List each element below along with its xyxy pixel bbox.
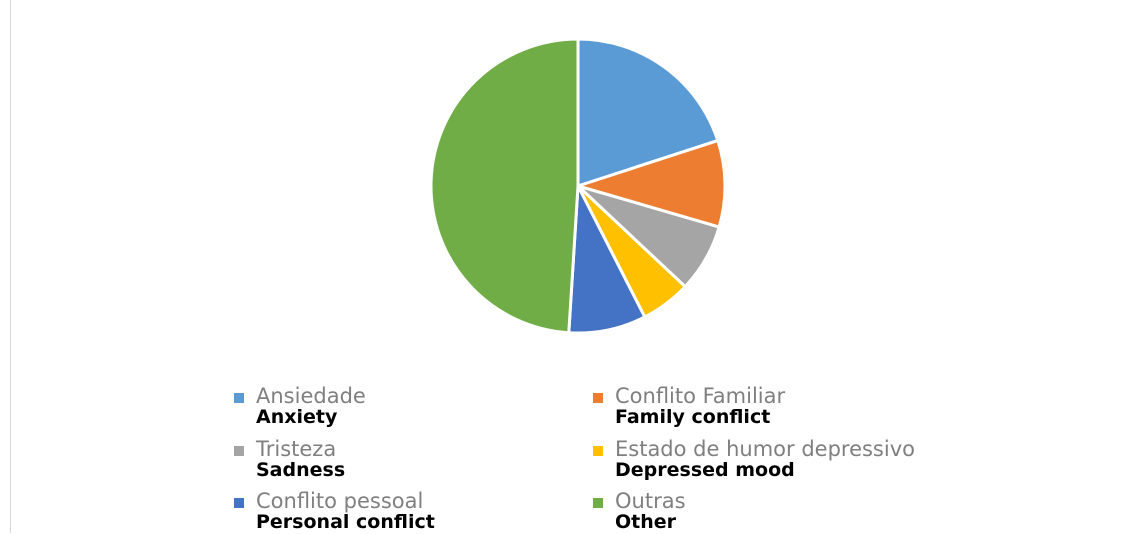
legend-label-en: Sadness: [256, 459, 346, 481]
legend-label-en: Other: [615, 511, 677, 533]
left-border-line: [10, 0, 11, 533]
pie-slice-other: [429, 37, 580, 335]
legend-swatch: [593, 446, 603, 456]
legend-swatch: [234, 393, 244, 403]
legend-label-pt: Conflito Familiar: [615, 384, 786, 408]
legend-label-pt: Outras: [615, 489, 686, 513]
legend-swatch: [593, 498, 603, 508]
legend-swatch: [234, 498, 244, 508]
legend-label-pt: Estado de humor depressivo: [615, 437, 915, 461]
legend-label-en: Depressed mood: [615, 459, 795, 481]
legend-label-pt: Ansiedade: [256, 384, 366, 408]
legend-label-pt: Tristeza: [256, 437, 337, 461]
pie-slice-family-conflict: [576, 139, 727, 229]
legend-label-en: Personal conflict: [256, 511, 435, 533]
legend-label-pt: Conflito pessoal: [256, 489, 424, 513]
pie-slice-anxiety: [576, 37, 720, 188]
legend-label-en: Family conflict: [615, 406, 771, 428]
legend-label-en: Anxiety: [256, 406, 338, 428]
legend-swatch: [234, 446, 244, 456]
legend-swatch: [593, 393, 603, 403]
